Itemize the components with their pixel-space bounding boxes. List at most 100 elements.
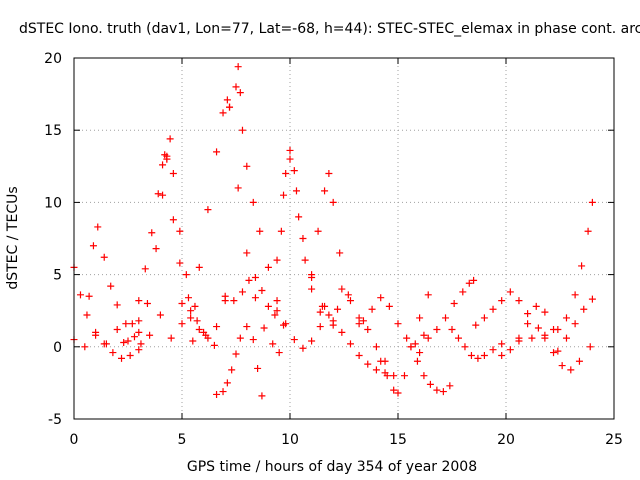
- data-point: [334, 305, 342, 313]
- data-point: [586, 343, 594, 351]
- data-point: [273, 307, 281, 315]
- data-point: [292, 187, 300, 195]
- data-point: [124, 337, 132, 345]
- x-tick-label: 15: [389, 432, 407, 448]
- data-point: [308, 271, 316, 279]
- data-point: [480, 351, 488, 359]
- y-tick-label: 10: [44, 195, 62, 211]
- data-point: [243, 323, 251, 331]
- data-point: [472, 321, 480, 329]
- data-point: [269, 340, 277, 348]
- data-point: [400, 372, 408, 380]
- y-axis-label: dSTEC / TECUs: [5, 186, 21, 289]
- data-point: [243, 249, 251, 257]
- data-point: [187, 314, 195, 322]
- data-point: [234, 184, 242, 192]
- data-point: [346, 340, 354, 348]
- data-point: [102, 340, 110, 348]
- data-point: [381, 357, 389, 365]
- data-point: [321, 187, 329, 195]
- data-point: [264, 263, 272, 271]
- data-point: [76, 291, 84, 299]
- data-point: [338, 285, 346, 293]
- data-point: [159, 161, 167, 169]
- y-tick-label: 15: [44, 123, 62, 139]
- data-point: [528, 334, 536, 342]
- data-point: [325, 311, 333, 319]
- data-point: [465, 279, 473, 287]
- data-point: [167, 334, 175, 342]
- data-point: [126, 351, 134, 359]
- data-point: [213, 390, 221, 398]
- data-point: [204, 206, 212, 214]
- chart-title: dSTEC Iono. truth (dav1, Lon=77, Lat=-68…: [19, 21, 640, 37]
- data-point: [178, 320, 186, 328]
- data-point: [152, 245, 160, 253]
- data-point: [368, 305, 376, 313]
- data-point: [258, 392, 266, 400]
- data-point: [85, 292, 93, 300]
- data-point: [243, 162, 251, 170]
- y-tick-label: 20: [44, 51, 62, 67]
- data-point: [571, 291, 579, 299]
- data-point: [588, 198, 596, 206]
- data-point: [264, 302, 272, 310]
- data-point: [390, 386, 398, 394]
- data-point: [554, 325, 562, 333]
- data-point: [424, 291, 432, 299]
- x-tick-label: 10: [281, 432, 299, 448]
- data-point: [143, 299, 151, 307]
- data-point: [113, 325, 121, 333]
- data-point: [321, 302, 329, 310]
- data-point: [187, 307, 195, 315]
- y-tick-label: 0: [53, 340, 62, 356]
- data-point: [221, 297, 229, 305]
- data-point: [182, 271, 190, 279]
- data-point: [338, 328, 346, 336]
- data-point: [314, 227, 322, 235]
- data-point: [81, 343, 89, 351]
- data-point: [416, 349, 424, 357]
- data-point: [254, 364, 262, 372]
- data-points: [70, 63, 596, 400]
- data-point: [329, 198, 337, 206]
- data-point: [141, 265, 149, 273]
- data-point: [286, 146, 294, 154]
- data-point: [515, 297, 523, 305]
- data-point: [524, 310, 532, 318]
- data-point: [308, 285, 316, 293]
- data-point: [515, 337, 523, 345]
- data-point: [498, 297, 506, 305]
- data-point: [489, 346, 497, 354]
- data-point: [355, 351, 363, 359]
- data-point: [558, 362, 566, 370]
- data-point: [416, 314, 424, 322]
- data-point: [249, 336, 257, 344]
- data-point: [169, 170, 177, 178]
- data-point: [575, 357, 583, 365]
- data-point: [426, 380, 434, 388]
- data-point: [532, 302, 540, 310]
- data-point: [480, 314, 488, 322]
- data-point: [280, 191, 288, 199]
- plot-frame: [73, 57, 615, 420]
- data-point: [238, 288, 246, 296]
- data-point: [506, 346, 514, 354]
- data-point: [448, 325, 456, 333]
- data-point: [299, 235, 307, 242]
- data-point: [550, 349, 558, 357]
- data-point: [156, 311, 164, 319]
- data-point: [316, 323, 324, 331]
- data-point: [210, 341, 218, 349]
- data-point: [554, 347, 562, 355]
- data-point: [394, 320, 402, 328]
- data-point: [295, 213, 303, 221]
- data-point: [251, 273, 259, 281]
- data-point: [364, 325, 372, 333]
- data-point: [219, 109, 227, 117]
- data-point: [130, 333, 138, 341]
- x-tick-label: 5: [178, 432, 187, 448]
- data-point: [355, 314, 363, 322]
- data-point: [562, 314, 570, 322]
- data-point: [413, 357, 421, 365]
